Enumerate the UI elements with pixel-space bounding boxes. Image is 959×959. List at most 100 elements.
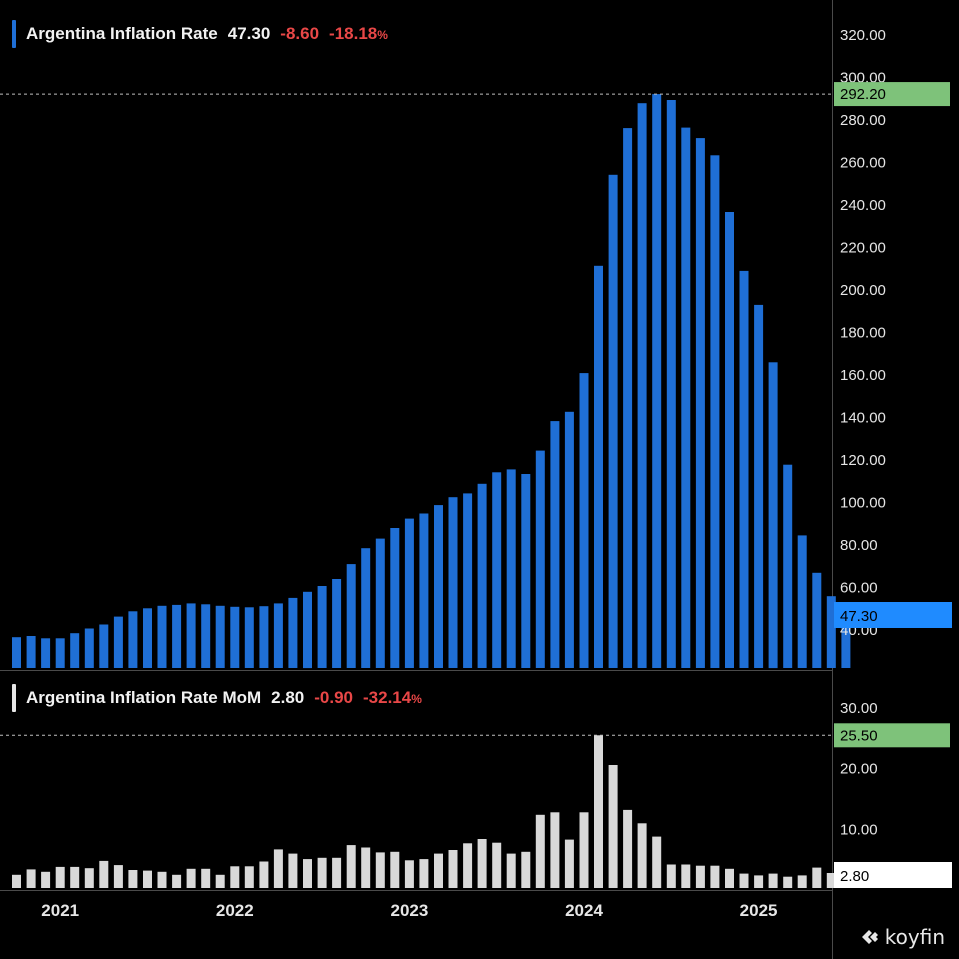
bottom-bar xyxy=(99,860,109,888)
bottom-series-swatch xyxy=(12,684,16,712)
top-bar xyxy=(259,606,269,668)
top-bar xyxy=(783,464,793,668)
bottom-bar xyxy=(463,843,473,888)
bottom-bar xyxy=(768,873,778,888)
bottom-bar xyxy=(128,870,138,888)
bottom-bar xyxy=(113,865,123,888)
top-bar xyxy=(12,637,21,668)
bottom-bar xyxy=(637,823,647,888)
top-bar xyxy=(448,497,458,668)
top-bar xyxy=(26,636,36,668)
top-bar xyxy=(390,528,400,668)
bottom-bar xyxy=(143,870,152,888)
bottom-bar xyxy=(725,868,734,888)
bottom-bar xyxy=(608,765,618,888)
top-bar xyxy=(492,472,502,668)
top-legend-change: -8.60 xyxy=(280,24,320,43)
top-bar xyxy=(623,128,633,669)
top-y-tick-label: 280.00 xyxy=(840,112,886,129)
top-bar xyxy=(768,362,778,669)
top-current-tag xyxy=(834,602,952,628)
top-bar xyxy=(375,538,385,668)
top-bar xyxy=(608,174,618,669)
x-tick-label: 2024 xyxy=(565,901,603,920)
koyfin-brand: koyfin xyxy=(861,925,945,949)
bottom-bar xyxy=(259,861,269,888)
bottom-current-tag-label: 2.80 xyxy=(840,868,869,885)
bottom-bar xyxy=(230,866,240,888)
x-tick-label: 2022 xyxy=(216,901,254,920)
bottom-bar xyxy=(201,868,211,888)
top-bar xyxy=(215,605,225,668)
bottom-bar xyxy=(681,864,691,888)
bottom-bar xyxy=(695,865,705,888)
bottom-bar xyxy=(594,735,603,888)
top-bar xyxy=(797,535,807,668)
bottom-max-tag xyxy=(834,723,950,748)
top-y-tick-label: 140.00 xyxy=(840,410,886,427)
top-bar xyxy=(695,138,705,669)
top-bar xyxy=(521,474,531,668)
top-bar xyxy=(244,607,254,668)
top-bar xyxy=(404,518,414,668)
bottom-bar xyxy=(739,873,749,888)
top-bar xyxy=(346,564,356,668)
top-bar xyxy=(579,373,589,668)
x-tick-label: 2023 xyxy=(390,901,428,920)
top-bar xyxy=(725,212,734,668)
top-bar xyxy=(666,100,676,668)
top-bar xyxy=(70,633,80,668)
top-chart-legend: Argentina Inflation Rate 47.30 -8.60 -18… xyxy=(12,20,388,48)
top-bar xyxy=(434,505,443,668)
top-y-tick-label: 320.00 xyxy=(840,27,886,44)
bottom-bar xyxy=(55,866,65,888)
bottom-bar xyxy=(172,874,182,888)
bottom-bar xyxy=(70,866,80,888)
top-bar xyxy=(535,450,545,668)
bottom-legend-change-pct: -32.14% xyxy=(363,688,422,707)
top-y-tick-label: 200.00 xyxy=(840,282,886,299)
bottom-bar xyxy=(492,842,502,888)
bottom-bar xyxy=(434,853,443,888)
bottom-bar xyxy=(419,859,429,888)
bottom-bar xyxy=(623,809,633,888)
bottom-bar xyxy=(273,849,283,888)
top-bar xyxy=(201,604,211,668)
top-bar xyxy=(41,638,51,668)
bottom-bar xyxy=(812,867,822,888)
bottom-bar xyxy=(652,836,662,888)
bottom-bar xyxy=(361,847,371,888)
top-bar xyxy=(55,638,65,668)
top-bar xyxy=(419,513,429,668)
top-y-tick-label: 240.00 xyxy=(840,197,886,214)
bottom-bar xyxy=(448,850,458,888)
top-bar xyxy=(812,572,822,668)
top-bar xyxy=(652,94,662,669)
top-legend-title: Argentina Inflation Rate xyxy=(26,24,218,43)
bottom-bar xyxy=(550,812,560,888)
top-bar xyxy=(113,616,123,668)
top-bar xyxy=(361,548,371,668)
top-bar xyxy=(564,411,574,668)
bottom-bar xyxy=(783,876,793,888)
bottom-max-tag-label: 25.50 xyxy=(840,727,878,744)
bottom-bar xyxy=(521,851,531,888)
bottom-bar xyxy=(332,857,342,888)
top-bar xyxy=(172,604,182,668)
koyfin-logo-icon xyxy=(861,930,878,944)
top-y-tick-label: 100.00 xyxy=(840,495,886,512)
bottom-bar xyxy=(12,874,21,888)
bottom-bar xyxy=(41,871,51,888)
top-legend-value: 47.30 xyxy=(227,24,271,43)
bottom-bar xyxy=(506,853,516,888)
bottom-bar xyxy=(535,814,545,888)
brand-name: koyfin xyxy=(884,925,945,949)
top-current-tag-label: 47.30 xyxy=(840,608,878,625)
top-bar xyxy=(317,586,327,668)
top-y-tick-label: 160.00 xyxy=(840,367,886,384)
bottom-bar xyxy=(215,874,225,888)
top-y-tick-label: 180.00 xyxy=(840,325,886,342)
bottom-bar xyxy=(303,859,312,888)
